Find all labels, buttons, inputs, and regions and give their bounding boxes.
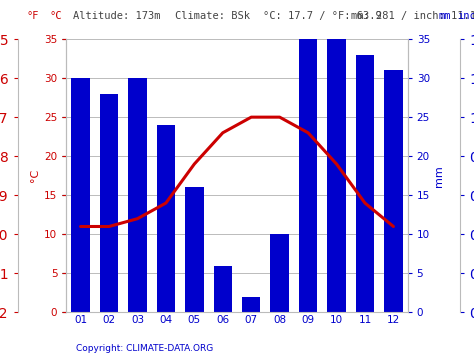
- Bar: [299, 39, 317, 312]
- Bar: [270, 234, 289, 312]
- Y-axis label: °C: °C: [30, 169, 40, 182]
- Text: °F: °F: [26, 11, 38, 21]
- Bar: [327, 39, 346, 312]
- Text: mm: 281 / inch: 11.1: mm: 281 / inch: 11.1: [351, 11, 474, 21]
- Bar: [384, 70, 402, 312]
- Text: inch: inch: [457, 11, 474, 21]
- Text: mm: mm: [438, 11, 451, 21]
- Bar: [356, 55, 374, 312]
- Text: Altitude: 173m: Altitude: 173m: [73, 11, 161, 21]
- Bar: [242, 297, 260, 312]
- Text: Copyright: CLIMATE-DATA.ORG: Copyright: CLIMATE-DATA.ORG: [76, 344, 213, 353]
- Bar: [128, 78, 146, 312]
- Bar: [185, 187, 203, 312]
- Bar: [71, 78, 90, 312]
- Bar: [156, 125, 175, 312]
- Text: °C: 17.7 / °F: 63.9: °C: 17.7 / °F: 63.9: [263, 11, 382, 21]
- Bar: [213, 266, 232, 312]
- Text: °C: °C: [50, 11, 62, 21]
- Bar: [100, 94, 118, 312]
- Y-axis label: mm: mm: [434, 165, 444, 187]
- Text: Climate: BSk: Climate: BSk: [175, 11, 250, 21]
